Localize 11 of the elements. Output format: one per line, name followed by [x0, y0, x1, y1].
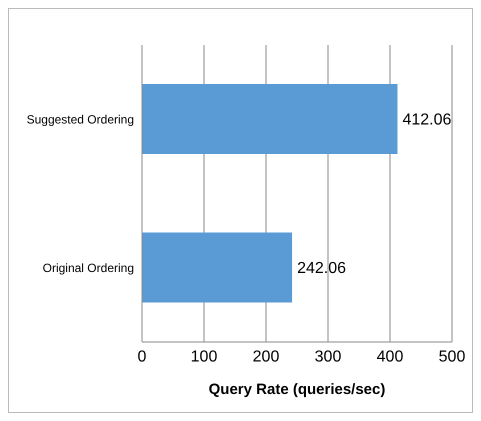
data-label: 412.06: [402, 112, 452, 129]
x-tick-label: 400: [376, 348, 404, 366]
x-tick-label: 0: [138, 348, 147, 366]
x-tick-label: 200: [252, 348, 280, 366]
x-tick-label: 500: [438, 348, 466, 366]
data-label: 242.06: [297, 260, 346, 278]
y-tick-label: Suggested Ordering: [26, 112, 134, 127]
y-tick-label: Original Ordering: [42, 261, 134, 276]
x-axis-title: Query Rate (queries/sec): [208, 381, 386, 398]
x-tick-label: 300: [314, 348, 342, 366]
x-tick-label: 100: [190, 348, 218, 366]
